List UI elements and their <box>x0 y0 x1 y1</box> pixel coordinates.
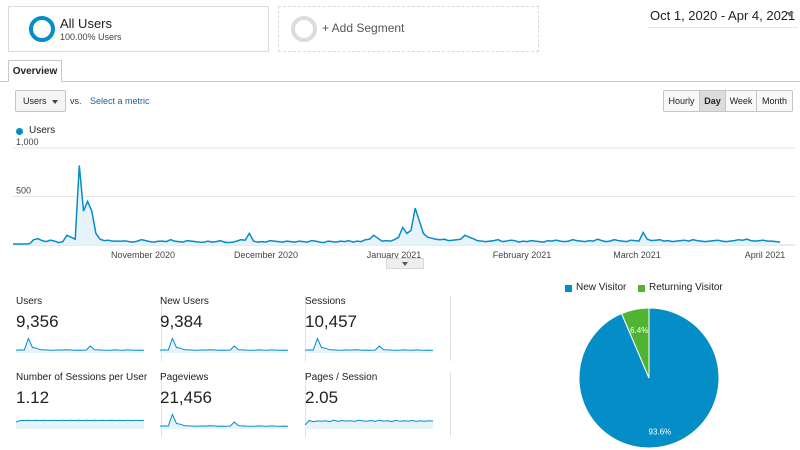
sparkline-fill <box>305 420 433 429</box>
segment-ring-icon <box>29 16 55 42</box>
sparkline-line <box>16 337 144 351</box>
scorecard-pageviews[interactable]: Pageviews 21,456 <box>160 372 306 437</box>
scorecard-label: Pages / Session <box>305 372 378 383</box>
select-metric-link[interactable]: Select a metric <box>90 96 150 106</box>
scorecard-sparkline <box>305 337 433 353</box>
scorecard-divider <box>305 372 306 437</box>
vs-label: vs. <box>70 96 82 106</box>
date-range-underline <box>648 27 798 28</box>
scorecard-label: Sessions <box>305 296 346 307</box>
chevron-down-icon[interactable] <box>786 12 794 17</box>
sparkline-line <box>160 413 288 427</box>
pie-legend-label-new: New Visitor <box>576 282 627 293</box>
metric-select[interactable]: Users <box>15 90 66 112</box>
y-tick-label: 1,000 <box>16 138 39 147</box>
sparkline-fill <box>160 338 288 353</box>
x-tick-label: January 2021 <box>367 250 422 260</box>
granularity-hourly-button[interactable]: Hourly <box>663 90 700 112</box>
pie-legend-label-returning: Returning Visitor <box>649 282 723 293</box>
date-range-picker[interactable]: Oct 1, 2020 - Apr 4, 2021 <box>650 8 796 23</box>
pie-legend-dot-returning <box>638 285 645 292</box>
scorecard-value: 1.12 <box>16 388 50 407</box>
segment-subtitle: 100.00% Users <box>60 32 122 42</box>
x-tick-label: March 2021 <box>613 250 661 260</box>
add-segment-button[interactable]: + Add Segment <box>278 6 539 52</box>
collapse-chart-toggle[interactable] <box>386 258 424 269</box>
users-area-fill <box>13 165 780 245</box>
scorecard-divider <box>450 372 451 437</box>
granularity-month-button[interactable]: Month <box>756 90 793 112</box>
sparkline-line <box>16 419 144 423</box>
segment-all-users[interactable]: All Users 100.00% Users <box>8 6 269 52</box>
scorecard-label: New Users <box>160 296 209 307</box>
sparkline-line <box>305 419 433 426</box>
scorecard-label: Number of Sessions per User <box>16 372 148 383</box>
scorecard-value: 21,456 <box>160 388 212 407</box>
scorecard-sparkline <box>16 419 144 429</box>
segment-title: All Users <box>60 16 113 31</box>
scorecard-label: Pageviews <box>160 372 209 383</box>
scorecard-label: Users <box>16 296 43 307</box>
scorecard-number-of-sessions-per-user[interactable]: Number of Sessions per User 1.12 <box>16 372 162 437</box>
granularity-week-button[interactable]: Week <box>725 90 757 112</box>
scorecard-divider <box>161 372 162 437</box>
users-series-line <box>13 165 781 245</box>
x-tick-label: November 2020 <box>111 250 175 260</box>
sparkline-fill <box>16 420 144 429</box>
x-tick-label: December 2020 <box>234 250 298 260</box>
metric-select-label: Users <box>23 96 47 106</box>
scorecard-sparkline <box>16 337 144 353</box>
scorecard-divider <box>161 296 162 361</box>
sparkline-fill <box>16 338 144 353</box>
scorecard-pages-session[interactable]: Pages / Session 2.05 <box>305 372 451 437</box>
users-line-chart: 1,000 500 November 2020 December 2020 Januar… <box>13 138 795 260</box>
sparkline-fill <box>305 338 433 353</box>
scorecard-sessions[interactable]: Sessions 10,457 <box>305 296 451 361</box>
pie-value-label: 93.6% <box>649 428 672 437</box>
x-tick-label: February 2021 <box>493 250 552 260</box>
visitor-type-pie-chart: 93.6% 6.4% <box>578 307 720 449</box>
legend-dot-users <box>16 128 23 135</box>
granularity-day-button[interactable]: Day <box>699 90 726 112</box>
scorecard-new-users[interactable]: New Users 9,384 <box>160 296 306 361</box>
scorecard-divider <box>305 296 306 361</box>
y-tick-label: 500 <box>16 186 31 196</box>
pie-value-label: 6.4% <box>630 326 648 335</box>
tab-strip <box>0 81 800 82</box>
scorecard-users[interactable]: Users 9,356 <box>16 296 162 361</box>
legend-label-users: Users <box>29 125 56 136</box>
scorecard-sparkline <box>160 337 288 353</box>
scorecard-sparkline <box>305 419 433 429</box>
tab-overview[interactable]: Overview <box>8 60 62 82</box>
chevron-down-icon <box>402 262 408 266</box>
pie-slice-returning-visitor <box>620 307 650 379</box>
chevron-down-icon <box>52 100 58 104</box>
scorecard-divider <box>450 296 451 361</box>
scorecard-value: 9,356 <box>16 312 59 331</box>
scorecard-value: 10,457 <box>305 312 357 331</box>
scorecard-sparkline <box>160 413 288 429</box>
scorecard-value: 2.05 <box>305 388 339 407</box>
sparkline-line <box>160 337 288 351</box>
pie-legend-dot-new <box>565 285 572 292</box>
sparkline-fill <box>160 414 288 429</box>
x-tick-label: April 2021 <box>745 250 786 260</box>
sparkline-line <box>305 337 433 351</box>
scorecard-value: 9,384 <box>160 312 203 331</box>
add-segment-ring-icon <box>291 16 317 42</box>
add-segment-label: + Add Segment <box>322 21 405 35</box>
